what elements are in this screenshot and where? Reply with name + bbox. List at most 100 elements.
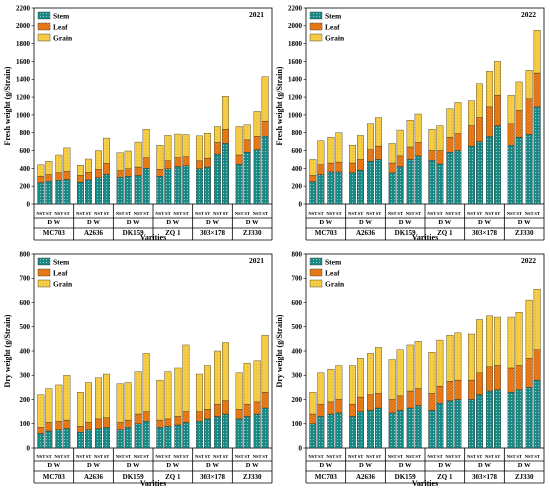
bar-segment-grain bbox=[142, 353, 150, 412]
x-axis-label: Varities bbox=[412, 233, 438, 242]
treatment-label: NST bbox=[467, 454, 476, 459]
chart-panel-dry-2022: 0 100 200 300 400 500 600 700 800 Dry weight (g/S… bbox=[275, 250, 545, 488]
bar-segment-stem bbox=[142, 421, 150, 449]
treatment-label: NST bbox=[235, 454, 244, 459]
legend-swatch-grain bbox=[37, 33, 51, 42]
bar-segment-grain bbox=[63, 375, 71, 421]
bar-segment-stem bbox=[124, 176, 132, 205]
bar-segment-grain bbox=[124, 150, 132, 169]
bar-segment-stem bbox=[63, 179, 71, 205]
treatment-label: ST bbox=[495, 211, 501, 216]
bar-segment-grain bbox=[335, 365, 343, 400]
bar-segment-stem bbox=[468, 145, 475, 205]
y-tick-label: 600 bbox=[292, 299, 303, 307]
group-label: D W bbox=[166, 462, 179, 469]
treatment-label: ST bbox=[376, 211, 382, 216]
bar-segment-leaf bbox=[436, 150, 444, 165]
bar-segment-grain bbox=[253, 111, 261, 137]
treatment-label: ST bbox=[46, 454, 52, 459]
treatment-label: ST bbox=[358, 454, 364, 459]
bar-segment-leaf bbox=[77, 426, 84, 433]
bar-segment-leaf bbox=[182, 411, 190, 423]
treatment-label: NST bbox=[116, 211, 125, 216]
variety-label: ZQ 1 bbox=[437, 229, 453, 237]
group-label: D W bbox=[166, 219, 179, 226]
treatment-label: ST bbox=[125, 211, 131, 216]
treatment-label: NST bbox=[326, 211, 335, 216]
treatment-label: NST bbox=[36, 454, 45, 459]
bar-segment-leaf bbox=[116, 422, 124, 430]
bar-segment-grain bbox=[182, 134, 190, 157]
bar-segment-stem bbox=[525, 134, 533, 205]
bar-segment-grain bbox=[124, 382, 132, 421]
treatment-label: NST bbox=[445, 454, 454, 459]
bar-segment-stem bbox=[156, 176, 164, 205]
y-tick-label: 600 bbox=[20, 147, 31, 155]
y-tick-label: 400 bbox=[20, 347, 31, 355]
legend-swatch-grain bbox=[309, 279, 323, 288]
treatment-label: ST bbox=[495, 454, 501, 459]
bar-segment-stem bbox=[243, 152, 251, 205]
bar-segment-grain bbox=[468, 100, 475, 126]
treatment-label: ST bbox=[205, 211, 211, 216]
y-tick-label: 0 bbox=[27, 444, 31, 452]
bar-segment-stem bbox=[406, 407, 414, 449]
bar-segment-stem bbox=[533, 106, 541, 205]
bar-segment-leaf bbox=[428, 393, 436, 411]
bar-segment-stem bbox=[116, 177, 124, 205]
bar-segment-stem bbox=[436, 163, 444, 205]
treatment-label: NST bbox=[427, 454, 436, 459]
bar-segment-leaf bbox=[222, 128, 229, 144]
bar-segment-stem bbox=[116, 429, 124, 449]
bar-segment-leaf bbox=[214, 404, 221, 417]
bar-segment-leaf bbox=[396, 155, 404, 167]
bar-segment-grain bbox=[436, 125, 444, 151]
y-tick-label: 1400 bbox=[288, 76, 303, 84]
bar-segment-leaf bbox=[396, 395, 404, 411]
legend-label-stem: Stem bbox=[325, 11, 342, 20]
treatment-label: ST bbox=[437, 211, 443, 216]
treatment-label: ST bbox=[223, 211, 229, 216]
variety-label: ZQ 1 bbox=[437, 473, 453, 481]
group-label: D W bbox=[478, 219, 491, 226]
bar-segment-leaf bbox=[243, 139, 251, 153]
bar-segment-grain bbox=[476, 319, 483, 374]
chart-panel-dry-2021: 0 100 200 300 400 500 600 700 800 Dry weight (g/S… bbox=[3, 250, 273, 488]
treatment-label: NST bbox=[427, 211, 436, 216]
variety-label: MC703 bbox=[43, 229, 66, 237]
variety-label: 303×178 bbox=[200, 473, 225, 481]
y-tick-label: 1800 bbox=[16, 40, 31, 48]
variety-label: MC703 bbox=[315, 473, 338, 481]
bar-segment-stem bbox=[214, 153, 221, 205]
treatment-label: ST bbox=[516, 211, 522, 216]
bar-segment-grain bbox=[396, 129, 404, 157]
bar-segment-leaf bbox=[156, 169, 164, 177]
bar-segment-grain bbox=[414, 113, 422, 143]
treatment-label: ST bbox=[534, 454, 540, 459]
bar-segment-grain bbox=[222, 96, 229, 130]
bar-segment-stem bbox=[222, 413, 229, 449]
bar-segment-grain bbox=[156, 145, 164, 170]
treatment-label: NST bbox=[445, 211, 454, 216]
bar-segment-leaf bbox=[204, 157, 211, 168]
bar-segment-grain bbox=[142, 128, 150, 158]
bar-segment-grain bbox=[134, 141, 142, 168]
chart-panel-fresh-2021: 0 200 400 600 800 1000 1200 1400 1600 1800 2000 220… bbox=[3, 4, 273, 242]
bar-segment-grain bbox=[446, 335, 454, 382]
y-axis-label: Fresh weight (g/Strain) bbox=[3, 66, 12, 145]
bar-segment-grain bbox=[327, 369, 335, 403]
bar-segment-stem bbox=[222, 143, 229, 205]
treatment-label: ST bbox=[318, 454, 324, 459]
treatment-label: NST bbox=[406, 454, 415, 459]
bar-segment-leaf bbox=[327, 401, 335, 415]
variety-label: A2636 bbox=[356, 473, 376, 481]
variety-label: A2636 bbox=[84, 473, 104, 481]
y-tick-label: 1400 bbox=[16, 76, 31, 84]
bar-segment-leaf bbox=[164, 418, 172, 427]
y-tick-label: 0 bbox=[299, 444, 303, 452]
bar-segment-grain bbox=[327, 137, 335, 164]
legend-label-stem: Stem bbox=[53, 11, 70, 20]
bar-segment-stem bbox=[37, 433, 45, 449]
bar-segment-stem bbox=[486, 390, 493, 449]
treatment-label: NST bbox=[253, 454, 262, 459]
